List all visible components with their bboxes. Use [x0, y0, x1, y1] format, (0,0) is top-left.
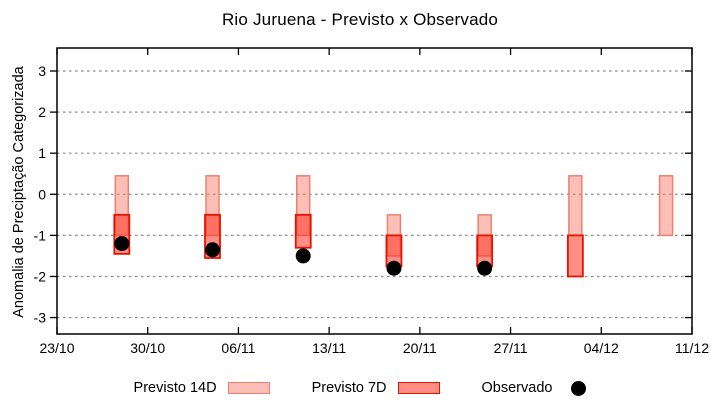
x-tick-label: 06/11 — [221, 340, 255, 356]
previsto-14d-bar — [568, 175, 583, 237]
y-tick-label: 2 — [38, 104, 46, 120]
x-tick-label: 13/11 — [312, 340, 346, 356]
y-tick-label: 3 — [38, 63, 46, 79]
x-tick-label: 23/10 — [39, 340, 74, 356]
y-tick-label: 1 — [38, 145, 46, 161]
observado-point — [205, 242, 221, 258]
legend-label-previsto-14d: Previsto 14D — [133, 380, 217, 396]
y-tick-label: -1 — [34, 227, 47, 243]
plot-border — [56, 47, 693, 335]
previsto-14d-swatch — [227, 382, 270, 394]
observado-point — [295, 248, 311, 264]
chart-legend: Previsto 14D Previsto 7D Observado — [0, 380, 720, 396]
x-tick-label: 11/12 — [675, 340, 709, 356]
observado-point — [477, 260, 493, 276]
observado-point — [386, 260, 402, 276]
previsto-7d-bar — [294, 213, 312, 249]
legend-label-observado: Observado — [481, 380, 553, 396]
legend-item-previsto-14d: Previsto 14D — [134, 380, 270, 396]
y-tick-label: -3 — [34, 310, 47, 326]
y-tick-label: 0 — [38, 186, 46, 202]
previsto-14d-bar — [658, 175, 674, 237]
previsto-7d-bar — [566, 234, 584, 278]
x-tick-label: 20/11 — [403, 340, 437, 356]
legend-label-previsto-7d: Previsto 7D — [311, 380, 387, 396]
observado-point — [114, 236, 130, 252]
chart-title: Rio Juruena - Previsto x Observado — [221, 10, 499, 29]
legend-item-observado: Observado — [482, 380, 587, 396]
x-tick-label: 04/12 — [584, 340, 619, 356]
previsto-7d-swatch — [397, 382, 440, 394]
x-tick-label: 30/10 — [130, 340, 165, 356]
legend-item-previsto-7d: Previsto 7D — [312, 380, 440, 396]
y-tick-label: -2 — [34, 268, 47, 284]
observado-swatch — [571, 380, 587, 396]
x-tick-label: 27/11 — [494, 340, 528, 356]
